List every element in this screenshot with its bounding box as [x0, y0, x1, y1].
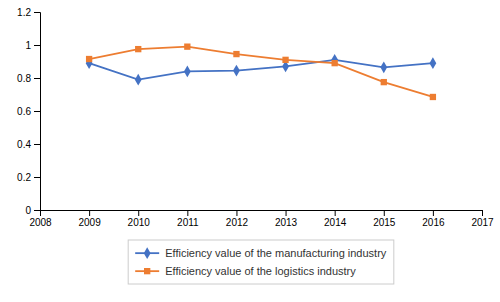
x-tick-mark — [384, 210, 385, 216]
y-axis-line — [34, 13, 41, 211]
x-tick-label: 2016 — [422, 217, 445, 228]
series-point — [86, 56, 92, 62]
x-axis-line — [41, 211, 483, 217]
y-tick-label: 0.4 — [17, 139, 31, 150]
x-tick-mark — [138, 210, 139, 216]
y-tick: 0.4 — [17, 139, 40, 150]
series-point — [233, 65, 240, 77]
y-tick-mark — [34, 210, 40, 211]
y-tick: 1 — [25, 40, 40, 51]
y-tick-label: 0.8 — [17, 73, 31, 84]
series-point — [184, 43, 190, 49]
series-point — [282, 57, 288, 63]
x-tick: 2008 — [29, 210, 52, 228]
x-tick: 2011 — [177, 210, 199, 228]
x-tick-label: 2011 — [177, 217, 199, 228]
series-point — [135, 74, 142, 86]
series-point — [331, 54, 338, 66]
x-tick: 2014 — [324, 210, 347, 228]
y-axis: 0 0.2 0.4 0.6 0.8 1 1.2 — [17, 7, 40, 216]
x-tick-label: 2009 — [78, 217, 101, 228]
series-line — [89, 47, 433, 97]
legend: Efficiency value of the manufacturing in… — [128, 240, 394, 284]
legend-swatch-marker — [144, 268, 150, 274]
x-tick: 2015 — [373, 210, 396, 228]
x-tick: 2010 — [128, 210, 151, 228]
series-point — [233, 51, 239, 57]
y-tick-label: 0.6 — [17, 106, 31, 117]
series-line — [89, 60, 433, 80]
series-point — [429, 57, 436, 69]
series-point — [380, 61, 387, 73]
series-point — [381, 79, 387, 85]
series-point — [430, 94, 436, 100]
x-tick-label: 2013 — [275, 217, 298, 228]
x-tick: 2009 — [78, 210, 101, 228]
x-tick-label: 2015 — [373, 217, 396, 228]
x-tick-mark — [236, 210, 237, 216]
x-axis: 2008 2009 2010 2011 2012 2013 2014 2015 2016 2017 — [29, 210, 494, 228]
legend-label: Efficiency value of the logistics indust… — [165, 265, 356, 277]
y-tick-mark — [34, 144, 40, 145]
legend-label: Efficiency value of the manufacturing in… — [165, 247, 387, 259]
series-point — [135, 46, 141, 52]
y-tick: 1.2 — [17, 7, 40, 18]
plot: 2008 2009 2010 2011 2012 2013 2014 2015 2016 2017… — [17, 7, 494, 228]
x-tick: 2017 — [471, 210, 494, 228]
y-tick-mark — [34, 111, 40, 112]
x-tick-label: 2010 — [128, 217, 151, 228]
x-tick-mark — [286, 210, 287, 216]
y-tick-mark — [34, 177, 40, 178]
x-tick-label: 2012 — [226, 217, 249, 228]
chart-svg: 2008 2009 2010 2011 2012 2013 2014 2015 2016 2017… — [0, 0, 500, 302]
y-tick-mark — [34, 45, 40, 46]
chart-container: 2008 2009 2010 2011 2012 2013 2014 2015 2016 2017… — [0, 0, 500, 302]
legend-item: Efficiency value of the logistics indust… — [135, 265, 356, 277]
x-tick-mark — [335, 210, 336, 216]
x-tick-label: 2014 — [324, 217, 347, 228]
x-tick-mark — [482, 210, 483, 216]
series-point — [184, 66, 191, 78]
legend-swatch-marker — [144, 247, 151, 259]
y-tick-mark — [34, 12, 40, 13]
marks — [86, 43, 437, 100]
x-tick: 2016 — [422, 210, 445, 228]
y-tick: 0.8 — [17, 73, 40, 84]
x-tick: 2012 — [226, 210, 249, 228]
legend-item: Efficiency value of the manufacturing in… — [135, 247, 387, 259]
y-tick-label: 0.2 — [17, 172, 31, 183]
x-tick-label: 2017 — [471, 217, 494, 228]
y-tick-label: 0 — [25, 205, 31, 216]
y-tick: 0.2 — [17, 172, 40, 183]
x-tick: 2013 — [275, 210, 298, 228]
y-tick-label: 1 — [25, 40, 31, 51]
y-tick: 0 — [25, 205, 40, 216]
y-tick-label: 1.2 — [17, 7, 31, 18]
y-tick: 0.6 — [17, 106, 40, 117]
x-tick-mark — [89, 210, 90, 216]
y-tick-mark — [34, 78, 40, 79]
legend-frame — [128, 240, 394, 284]
series-point — [332, 60, 338, 66]
x-tick-mark — [187, 210, 188, 216]
x-tick-mark — [433, 210, 434, 216]
x-tick-label: 2008 — [29, 217, 52, 228]
